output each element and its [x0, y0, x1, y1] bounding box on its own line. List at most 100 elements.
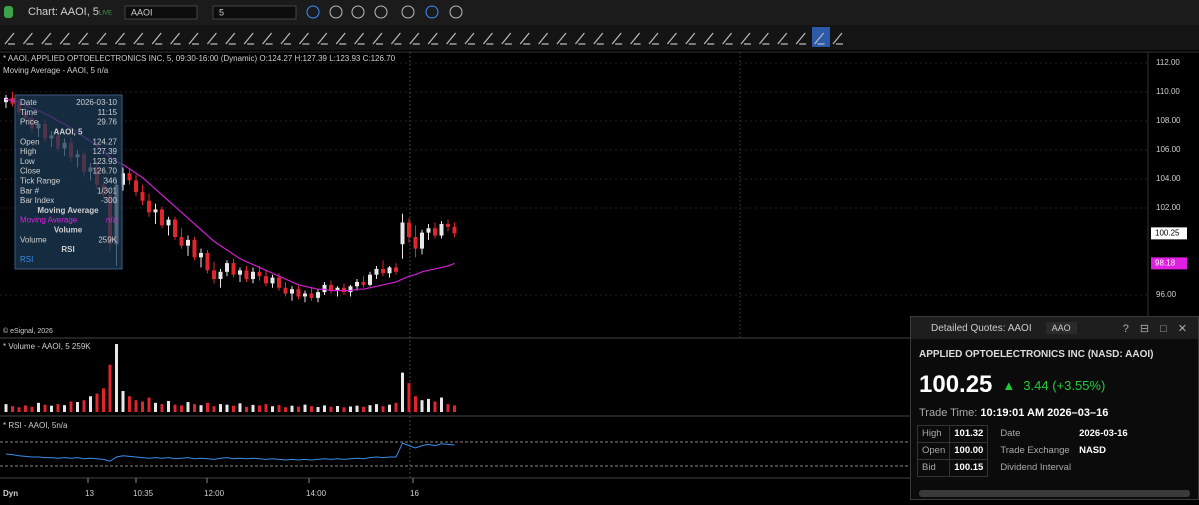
- tool-icon[interactable]: [722, 32, 733, 45]
- tool-icon[interactable]: [611, 32, 623, 45]
- volume-bar: [186, 402, 190, 412]
- volume-bar: [219, 404, 222, 412]
- tool-icon[interactable]: [335, 32, 347, 45]
- app-icon: [4, 6, 13, 18]
- quote-label: Bid: [916, 459, 951, 477]
- candle-body: [134, 180, 138, 193]
- tool-icon[interactable]: [78, 32, 89, 45]
- tooltip-value: 127.39: [93, 147, 118, 156]
- time-label: Dyn: [3, 489, 18, 498]
- tooltip-value: 11:15: [98, 108, 118, 117]
- tool-icon[interactable]: [225, 32, 236, 45]
- up-arrow: ▲: [1002, 377, 1016, 393]
- candle-body: [413, 237, 418, 249]
- tool-icon[interactable]: [114, 32, 126, 45]
- candle-body: [309, 293, 314, 298]
- toolbar-button[interactable]: [425, 5, 439, 19]
- tool-icon[interactable]: [630, 32, 641, 45]
- tool-icon[interactable]: [170, 32, 181, 45]
- tool-icon[interactable]: [280, 32, 291, 45]
- volume-bar: [362, 406, 365, 412]
- toolbar-button[interactable]: [401, 5, 415, 19]
- tooltip-label: Bar #: [20, 186, 40, 195]
- live-badge: LIVE: [99, 11, 112, 17]
- tool-icon[interactable]: [758, 32, 770, 45]
- toolbar-button[interactable]: [306, 5, 320, 19]
- toolbar-button[interactable]: [329, 5, 343, 19]
- tool-icon[interactable]: [427, 32, 439, 45]
- tool-icon[interactable]: [501, 32, 512, 45]
- candle-body: [147, 200, 151, 213]
- quote-value: NASD: [1079, 445, 1106, 456]
- tooltip-heading: RSI: [61, 245, 74, 254]
- tool-icon[interactable]: [41, 32, 52, 45]
- candle-body: [316, 292, 320, 298]
- tool-icon[interactable]: [243, 32, 255, 45]
- scrollbar[interactable]: [919, 490, 1190, 497]
- tool-icon[interactable]: [740, 32, 751, 45]
- tool-icon[interactable]: [482, 32, 494, 45]
- tool-icon[interactable]: [188, 32, 199, 45]
- tooltip-heading: Volume: [54, 226, 83, 235]
- candle-body: [179, 237, 184, 246]
- tool-icon[interactable]: [556, 32, 567, 45]
- volume-bar: [95, 393, 99, 412]
- toolbar-button[interactable]: [374, 5, 388, 19]
- tool-icon[interactable]: [574, 32, 586, 45]
- tool-icon[interactable]: [464, 32, 475, 45]
- volume-bar: [180, 405, 183, 412]
- tool-icon[interactable]: [814, 32, 825, 45]
- volume-bar: [290, 405, 294, 412]
- tool-icon[interactable]: [96, 32, 107, 45]
- window-controls[interactable]: ?⊟□✕: [1122, 322, 1198, 335]
- tool-icon[interactable]: [262, 32, 273, 45]
- volume-bar: [394, 402, 398, 412]
- candle-body: [140, 192, 145, 201]
- candle-body: [218, 271, 223, 280]
- tool-icon[interactable]: [832, 32, 843, 45]
- tool-icon[interactable]: [298, 32, 310, 45]
- candle-body: [212, 270, 216, 280]
- volume-bar: [121, 391, 125, 412]
- candle-body: [186, 239, 190, 246]
- time-label: 13: [85, 489, 94, 498]
- tool-icon[interactable]: [390, 32, 402, 45]
- tool-icon[interactable]: [666, 32, 678, 45]
- volume-bar: [225, 404, 229, 412]
- volume-bar: [232, 405, 235, 412]
- tool-icon[interactable]: [795, 32, 807, 45]
- quote-label: Dividend Interval: [1000, 462, 1072, 473]
- tool-icon[interactable]: [206, 32, 218, 45]
- tool-icon[interactable]: [4, 32, 15, 45]
- tool-icon[interactable]: [519, 32, 531, 45]
- tool-icon[interactable]: [648, 32, 659, 45]
- tool-icon[interactable]: [59, 32, 71, 45]
- tool-icon[interactable]: [317, 32, 328, 45]
- tool-icon[interactable]: [22, 32, 34, 45]
- copyright: © eSignal, 2026: [3, 327, 53, 335]
- tool-icon[interactable]: [703, 32, 715, 45]
- volume-bar: [115, 344, 118, 412]
- tool-icon[interactable]: [446, 32, 457, 45]
- detailed-quotes-window: Detailed Quotes: AAOI AAO ?⊟□✕ APPLIED OPT…: [910, 316, 1199, 500]
- symbol-input[interactable]: [124, 5, 198, 20]
- candle-body: [420, 232, 424, 249]
- tool-icon[interactable]: [409, 32, 420, 45]
- tool-icon[interactable]: [372, 32, 383, 45]
- interval-select[interactable]: [212, 5, 297, 20]
- tool-icon[interactable]: [354, 32, 365, 45]
- toolbar-button[interactable]: [351, 5, 365, 19]
- candle-body: [452, 226, 457, 234]
- toolbar-button[interactable]: [449, 5, 463, 19]
- tool-icon[interactable]: [777, 32, 788, 45]
- tool-icon[interactable]: [133, 32, 144, 45]
- tool-icon[interactable]: [151, 32, 163, 45]
- tool-icon[interactable]: [685, 32, 696, 45]
- tool-icon[interactable]: [538, 32, 549, 45]
- tool-icon[interactable]: [593, 32, 604, 45]
- last-price: 100.25: [919, 371, 993, 398]
- quotes-symbol[interactable]: AAO: [1045, 322, 1077, 334]
- tooltip-value: 124.27: [93, 137, 118, 146]
- chart-header: * AAOI, APPLIED OPTOELECTRONICS INC, 5, …: [3, 54, 396, 63]
- candle-body: [251, 271, 255, 280]
